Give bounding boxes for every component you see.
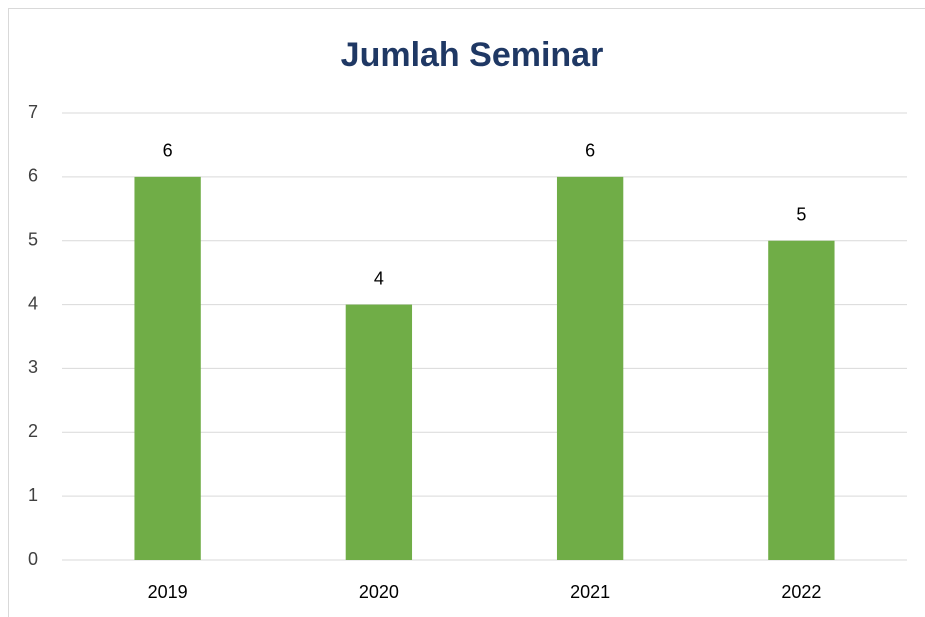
x-tick-label: 2021 [570,582,610,602]
bar [556,176,624,560]
x-tick-label: 2019 [148,582,188,602]
y-tick-label: 1 [28,485,38,505]
y-tick-label: 5 [28,229,38,249]
y-tick-label: 4 [28,293,38,313]
y-tick-label: 0 [28,549,38,569]
x-tick-label: 2022 [781,582,821,602]
y-tick-label: 2 [28,421,38,441]
bar [345,304,413,560]
data-label: 5 [796,204,806,224]
y-tick-label: 7 [28,102,38,122]
data-label: 6 [163,141,173,161]
chart-title: Jumlah Seminar [341,36,604,74]
y-tick-label: 3 [28,357,38,377]
data-label: 6 [585,141,595,161]
bar [134,176,201,560]
y-tick-label: 6 [28,166,38,186]
chart-frame [8,8,925,617]
data-label: 4 [374,268,384,288]
x-tick-label: 2020 [359,582,399,602]
bar [768,240,835,560]
